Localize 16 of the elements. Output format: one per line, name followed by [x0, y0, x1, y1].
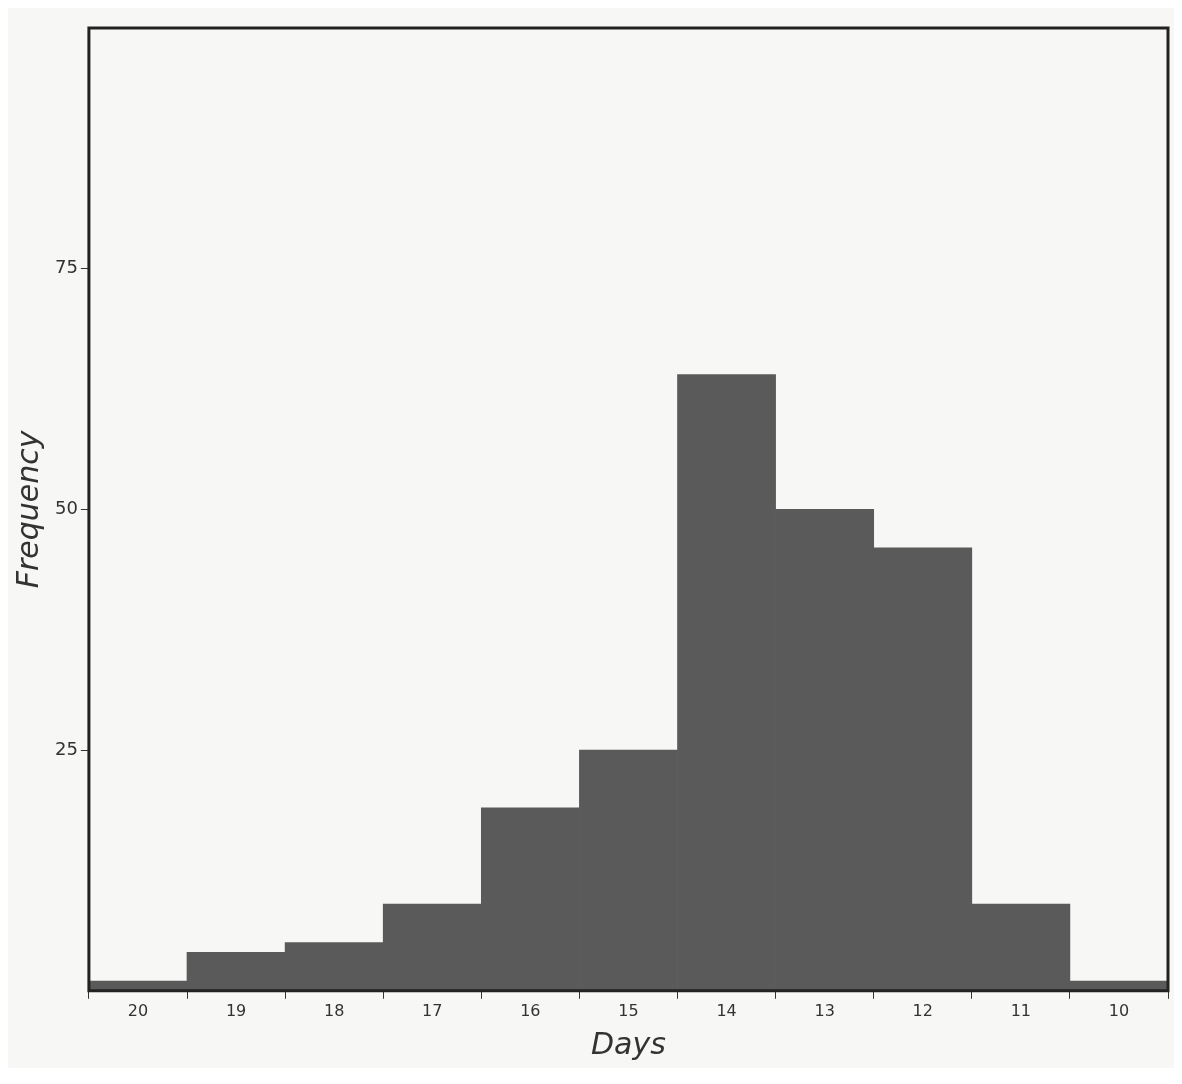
x-tick-label: 18: [323, 1000, 345, 1020]
x-axis-title: Days: [591, 1025, 666, 1061]
x-tick-label: 13: [814, 1000, 835, 1020]
y-axis-title: Frequency: [9, 429, 45, 589]
x-tick-label: 10: [1108, 1000, 1130, 1020]
x-tick-label: 20: [127, 1000, 149, 1020]
x-tick-label: 17: [422, 1000, 443, 1020]
y-tick-label: 50: [55, 497, 78, 519]
y-tick-label: 25: [55, 737, 78, 759]
x-tick-label: 12: [912, 1000, 933, 1020]
x-tick-label: 16: [520, 1000, 541, 1020]
x-tick-label: 14: [716, 1000, 737, 1020]
x-tick-label: 11: [1010, 1000, 1032, 1020]
x-tick-label: 15: [618, 1000, 639, 1020]
y-tick-label: 75: [55, 256, 78, 278]
x-tick-label: 19: [225, 1000, 247, 1020]
